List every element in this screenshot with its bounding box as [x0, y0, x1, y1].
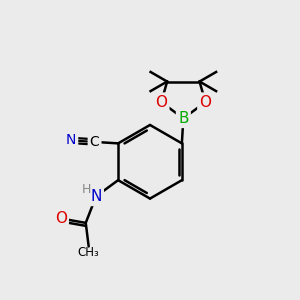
Text: N: N: [90, 189, 102, 204]
Text: CH₃: CH₃: [78, 246, 100, 259]
Text: O: O: [55, 211, 67, 226]
Text: B: B: [178, 111, 189, 126]
Text: O: O: [155, 95, 167, 110]
Text: O: O: [200, 95, 211, 110]
Text: C: C: [90, 135, 99, 149]
Text: N: N: [66, 134, 76, 147]
Text: H: H: [82, 183, 91, 196]
